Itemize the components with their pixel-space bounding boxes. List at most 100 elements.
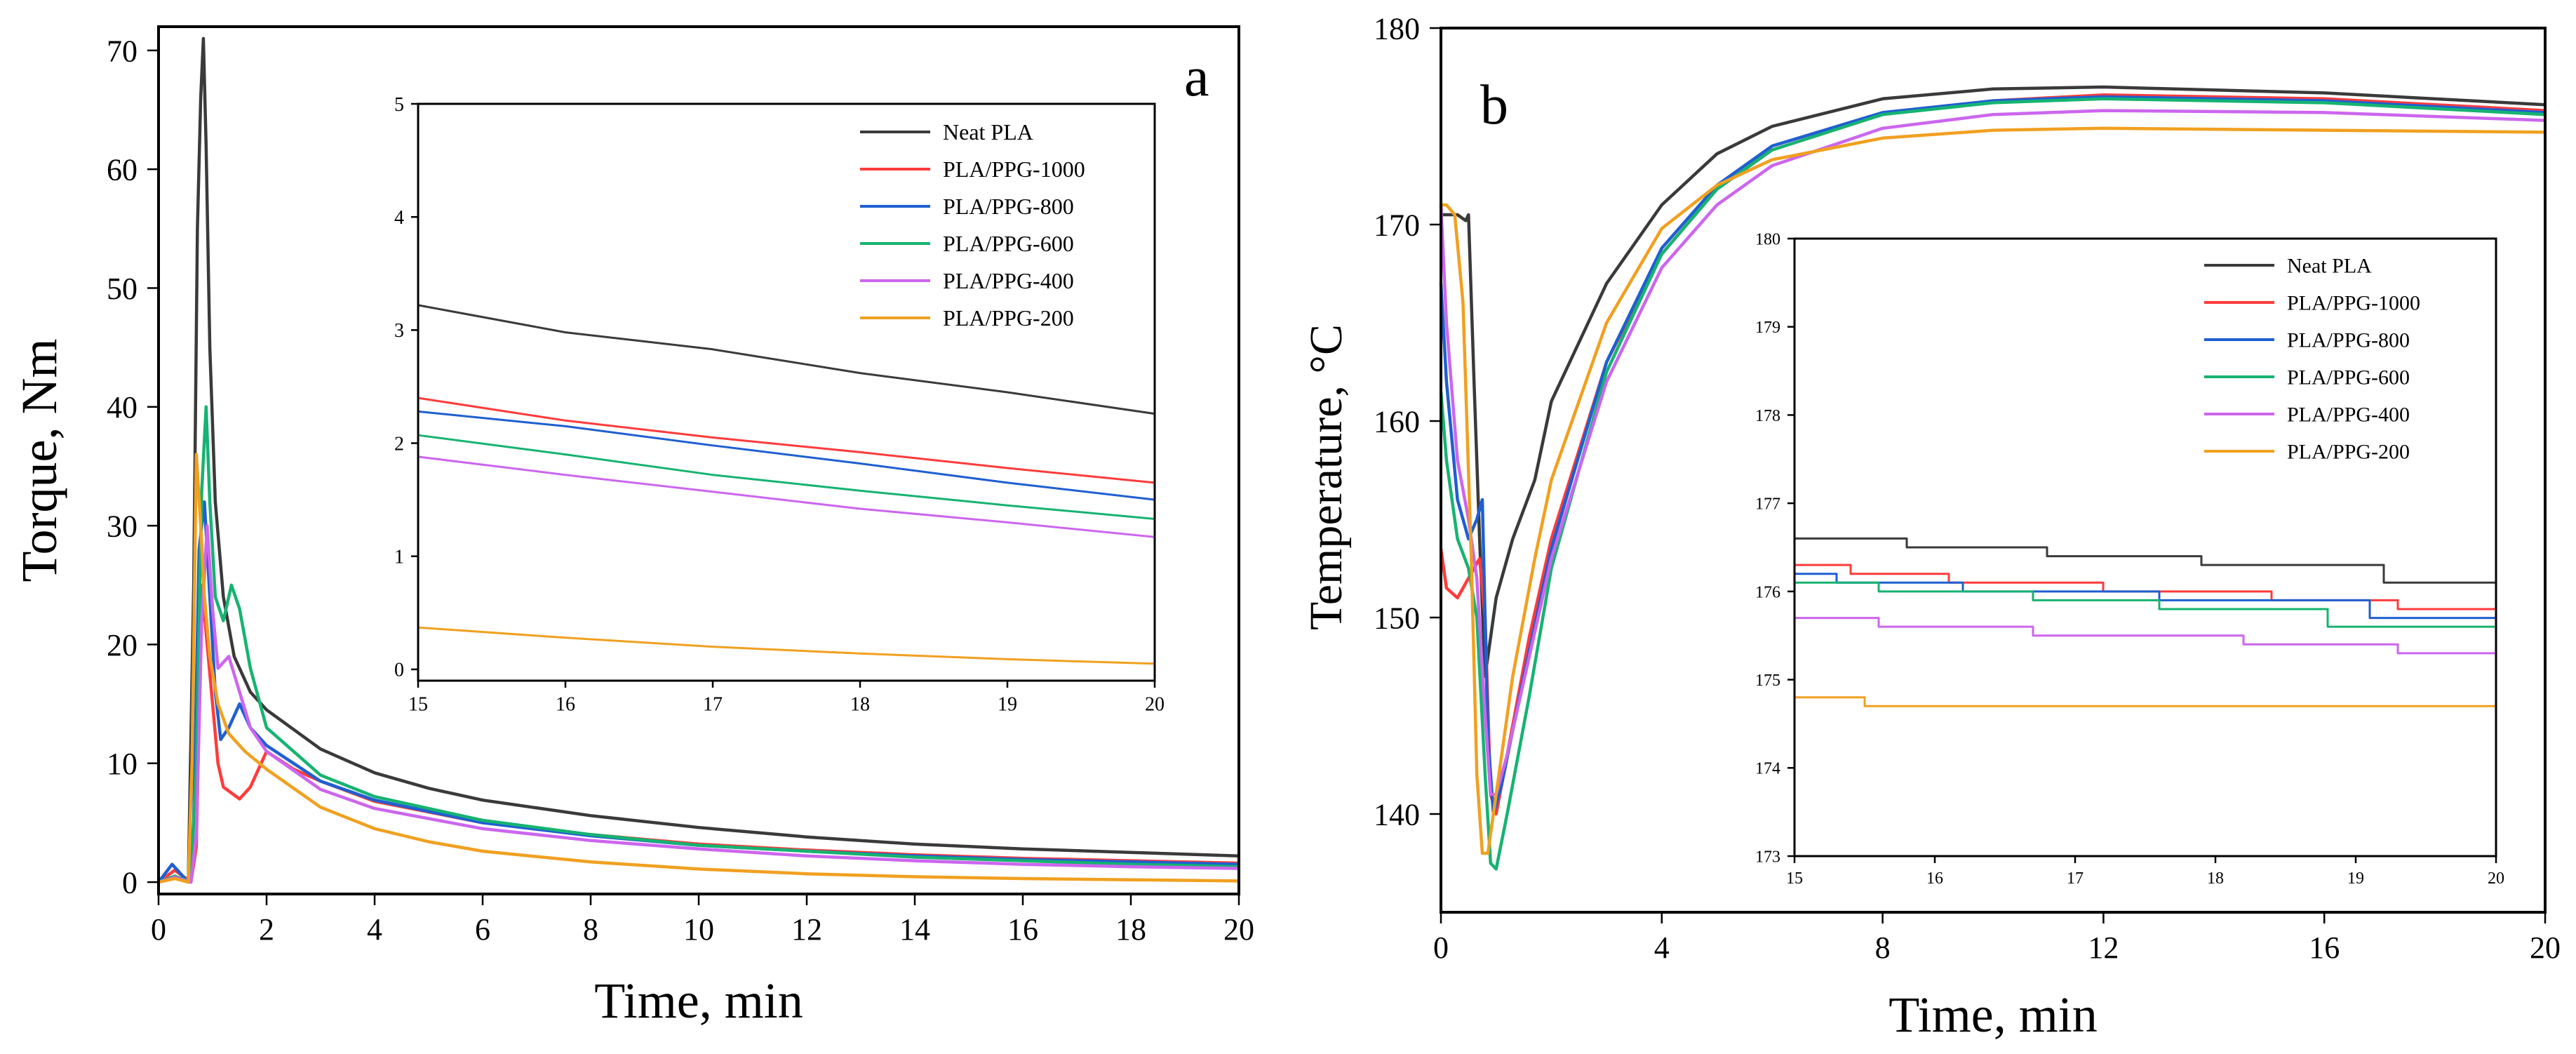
y-tick-label: 176 (1755, 583, 1780, 601)
y-tick-label: 5 (394, 94, 404, 116)
y-tick-label: 173 (1755, 848, 1780, 866)
panel-a-series (157, 36, 1240, 884)
series-line-neat-pla (417, 304, 1155, 415)
x-tick-label: 12 (2088, 930, 2119, 965)
panel-b-series (1439, 85, 2546, 871)
x-tick-label: 12 (791, 912, 822, 947)
panel-a-x-label: Time, min (594, 973, 803, 1029)
x-tick-label: 20 (1223, 912, 1254, 947)
legend-label-pla-ppg-600: PLA/PPG-600 (2287, 366, 2410, 389)
y-tick-label: 50 (107, 272, 137, 306)
x-tick-label: 16 (1007, 912, 1038, 947)
legend-label-neat-pla: Neat PLA (2287, 255, 2372, 278)
panel-a-inset-background (418, 104, 1155, 681)
panel-a-inset-y-ticks: 0 1 2 3 4 5 (394, 94, 418, 681)
x-tick-label: 18 (850, 693, 870, 715)
x-tick-label: 10 (683, 912, 714, 947)
x-tick-label: 17 (2067, 869, 2084, 888)
panel-a-inset-x-ticks: 15 16 17 18 19 20 (408, 681, 1165, 715)
panel-b: 0 4 8 12 16 20 140 150 160 170 180 Time, min Temp… (1301, 11, 2561, 1043)
x-tick-label: 14 (899, 912, 930, 947)
y-tick-label: 1 (394, 547, 404, 568)
panel-a-label: a (1184, 46, 1209, 108)
y-tick-label: 180 (1374, 11, 1420, 46)
series-line-neat-pla (158, 36, 1240, 884)
panel-a-inset-legend: Neat PLA PLA/PPG-1000 PLA/PPG-800 PLA/PPG-6… (860, 119, 1085, 331)
panel-b-inset: 15 16 17 18 19 20 173 174 175 176 177 178 179 180 Ne… (1755, 230, 2504, 888)
legend-label-neat-pla: Neat PLA (943, 119, 1033, 145)
series-line-neat-pla (1441, 85, 2546, 679)
y-tick-label: 180 (1755, 230, 1780, 248)
panel-a-y-ticks: 0 10 20 30 40 50 60 70 (107, 34, 159, 900)
y-tick-label: 60 (107, 153, 137, 187)
y-tick-label: 174 (1755, 760, 1780, 778)
series-line-pla-ppg-800 (417, 410, 1155, 501)
series-line-pla-ppg-200 (1795, 696, 2496, 707)
x-tick-label: 8 (1875, 930, 1891, 965)
y-tick-label: 160 (1374, 404, 1420, 439)
x-tick-label: 6 (475, 912, 490, 947)
y-tick-label: 178 (1755, 407, 1780, 425)
panel-a-y-label: Torque, Nm (11, 339, 67, 582)
legend-label-pla-ppg-200: PLA/PPG-200 (2287, 441, 2410, 464)
panel-b-inset-frame (1793, 237, 2497, 858)
panel-b-frame (1440, 27, 2547, 914)
series-line-pla-ppg-800 (1795, 573, 2496, 620)
y-tick-label: 170 (1374, 208, 1420, 242)
panel-b-inset-x-ticks: 15 16 17 18 19 20 (1786, 856, 2504, 888)
y-tick-label: 179 (1755, 319, 1780, 337)
x-tick-label: 18 (2207, 869, 2224, 888)
x-tick-label: 19 (2347, 869, 2364, 888)
panel-b-y-ticks: 140 150 160 170 180 (1374, 11, 1441, 832)
series-line-pla-ppg-600 (1439, 97, 2546, 871)
panel-b-inset-legend: Neat PLA PLA/PPG-1000 PLA/PPG-800 PLA/PPG-6… (2204, 255, 2420, 464)
panel-a-x-ticks: 0 2 4 6 8 10 12 14 16 18 20 (151, 894, 1254, 947)
panel-b-inset-y-ticks: 173 174 175 176 177 178 179 180 (1755, 230, 1795, 866)
series-line-pla-ppg-400 (1795, 617, 2496, 655)
y-tick-label: 177 (1755, 495, 1780, 514)
series-line-pla-ppg-200 (417, 626, 1155, 665)
legend-label-pla-ppg-400: PLA/PPG-400 (2287, 403, 2410, 427)
panel-a-inset-series (417, 304, 1155, 665)
x-tick-label: 16 (556, 693, 575, 715)
panel-a-inset: 15 16 17 18 19 20 0 1 2 3 4 5 Neat PLA PLA/PPG-1000… (394, 94, 1165, 716)
x-tick-label: 0 (1433, 930, 1449, 965)
y-tick-label: 0 (122, 865, 137, 900)
x-tick-label: 16 (2309, 930, 2340, 965)
legend-label-pla-ppg-1000: PLA/PPG-1000 (2287, 292, 2420, 315)
legend-label-pla-ppg-800: PLA/PPG-800 (943, 194, 1074, 219)
panel-a-inset-frame (417, 102, 1156, 682)
y-tick-label: 20 (107, 628, 137, 662)
y-tick-label: 2 (394, 433, 404, 455)
series-line-pla-ppg-400 (417, 455, 1155, 538)
y-tick-label: 10 (107, 747, 137, 781)
legend-label-pla-ppg-400: PLA/PPG-400 (943, 268, 1074, 293)
y-tick-label: 40 (107, 390, 137, 425)
y-tick-label: 70 (107, 34, 137, 68)
panel-b-x-ticks: 0 4 8 12 16 20 (1433, 912, 2561, 965)
legend-label-pla-ppg-200: PLA/PPG-200 (943, 305, 1074, 331)
x-tick-label: 16 (1926, 869, 1943, 888)
x-tick-label: 17 (703, 693, 723, 715)
series-line-pla-ppg-600 (1795, 581, 2496, 628)
legend-label-pla-ppg-1000: PLA/PPG-1000 (943, 156, 1085, 182)
series-line-pla-ppg-600 (158, 405, 1240, 884)
x-tick-label: 20 (2488, 869, 2504, 888)
x-tick-label: 20 (1145, 693, 1165, 715)
x-tick-label: 20 (2530, 930, 2561, 965)
legend-label-pla-ppg-800: PLA/PPG-800 (2287, 329, 2410, 352)
x-tick-label: 2 (259, 912, 274, 947)
series-line-pla-ppg-400 (158, 523, 1240, 884)
x-tick-label: 8 (583, 912, 598, 947)
panel-b-inset-series (1795, 537, 2496, 707)
panel-b-label: b (1480, 74, 1508, 136)
series-line-neat-pla (1795, 537, 2496, 584)
y-tick-label: 140 (1374, 797, 1420, 832)
x-tick-label: 4 (367, 912, 382, 947)
legend-label-pla-ppg-600: PLA/PPG-600 (943, 231, 1074, 256)
series-line-pla-ppg-1000 (417, 396, 1155, 484)
x-tick-label: 15 (408, 693, 428, 715)
y-tick-label: 150 (1374, 601, 1420, 635)
